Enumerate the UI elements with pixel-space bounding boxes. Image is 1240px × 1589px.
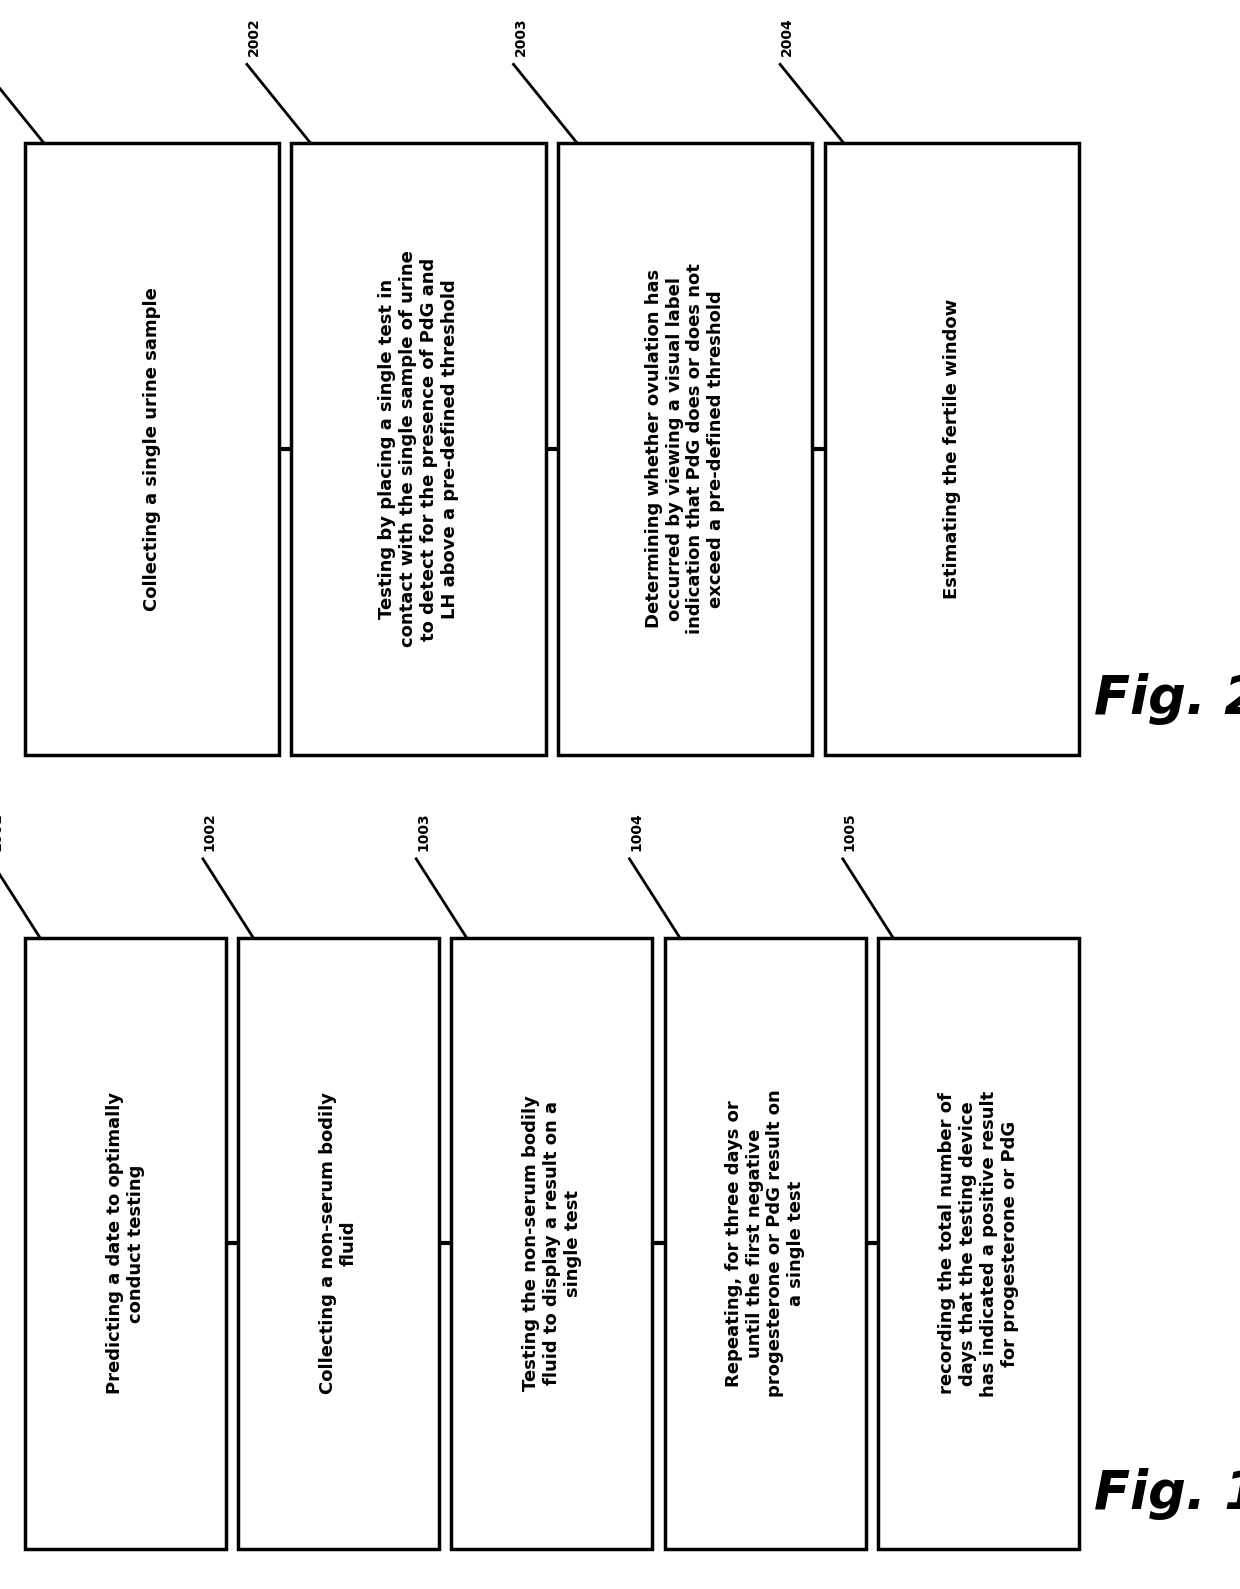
Text: 2002: 2002 xyxy=(247,17,260,56)
Text: Collecting a single urine sample: Collecting a single urine sample xyxy=(143,288,161,610)
Bar xyxy=(878,938,1079,1549)
Text: Fig. 1: Fig. 1 xyxy=(1095,1468,1240,1519)
Text: 2004: 2004 xyxy=(780,17,794,56)
Text: Testing the non-serum bodily
fluid to display a result on a
single test: Testing the non-serum bodily fluid to di… xyxy=(522,1095,582,1392)
Bar xyxy=(25,938,226,1549)
Bar xyxy=(451,938,652,1549)
Text: Estimating the fertile window: Estimating the fertile window xyxy=(942,299,961,599)
Text: 1005: 1005 xyxy=(843,812,857,852)
Text: 2003: 2003 xyxy=(513,17,527,56)
Text: Determining whether ovulation has
occurred by viewing a visual label
indication : Determining whether ovulation has occurr… xyxy=(645,264,725,634)
Bar xyxy=(665,938,866,1549)
Bar xyxy=(558,143,812,755)
Text: 1002: 1002 xyxy=(203,812,217,852)
Text: Predicting a date to optimally
conduct testing: Predicting a date to optimally conduct t… xyxy=(105,1092,145,1395)
Text: Repeating, for three days or
until the first negative
progesterone or PdG result: Repeating, for three days or until the f… xyxy=(725,1090,805,1397)
Bar xyxy=(238,938,439,1549)
Bar xyxy=(291,143,546,755)
Text: 1004: 1004 xyxy=(630,812,644,852)
Text: Fig. 2: Fig. 2 xyxy=(1095,674,1240,725)
Bar xyxy=(825,143,1079,755)
Bar xyxy=(25,143,279,755)
Text: recording the total number of
days that the testing device
has indicated a posit: recording the total number of days that … xyxy=(939,1090,1018,1397)
Text: 1001: 1001 xyxy=(0,812,4,852)
Text: Testing by placing a single test in
contact with the single sample of urine
to d: Testing by placing a single test in cont… xyxy=(378,251,459,647)
Text: 1003: 1003 xyxy=(417,812,430,852)
Text: Collecting a non-serum bodily
fluid: Collecting a non-serum bodily fluid xyxy=(319,1092,358,1395)
